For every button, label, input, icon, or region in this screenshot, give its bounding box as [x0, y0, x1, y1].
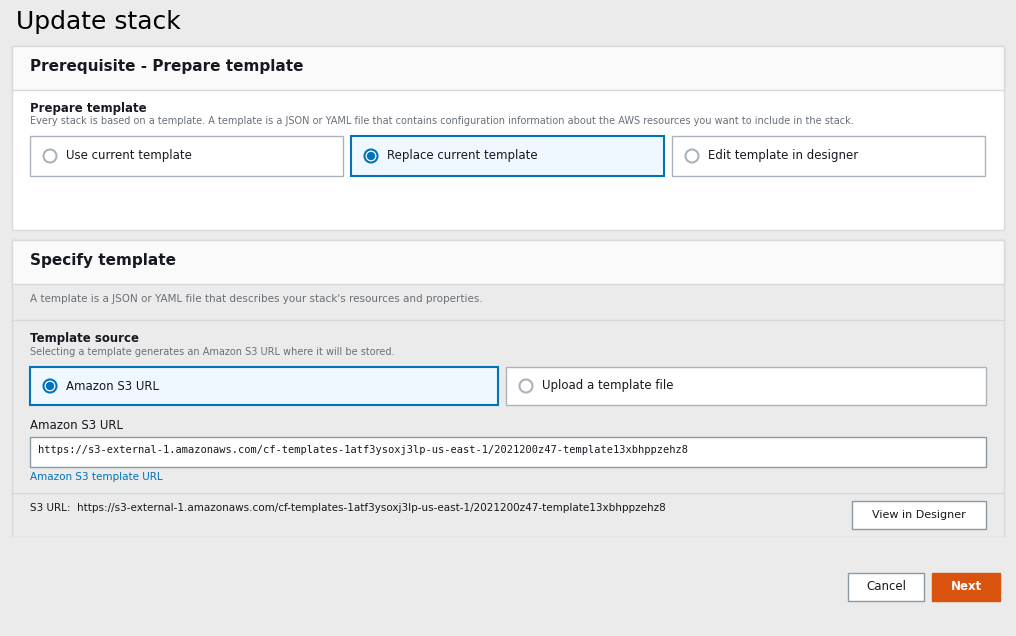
- Bar: [30, 136, 343, 176]
- Text: Prepare template: Prepare template: [30, 102, 146, 115]
- Text: Use current template: Use current template: [66, 149, 192, 163]
- Bar: [672, 136, 985, 176]
- Text: Update stack: Update stack: [16, 10, 181, 34]
- Circle shape: [44, 149, 57, 163]
- Bar: [12, 46, 1004, 90]
- Bar: [932, 572, 1000, 600]
- Circle shape: [519, 380, 532, 392]
- Text: Template source: Template source: [30, 332, 139, 345]
- Text: Every stack is based on a template. A template is a JSON or YAML file that conta: Every stack is based on a template. A te…: [30, 116, 853, 126]
- Bar: [0, 537, 1016, 636]
- Text: Upload a template file: Upload a template file: [542, 380, 674, 392]
- Bar: [30, 367, 498, 405]
- Bar: [12, 240, 1004, 284]
- Circle shape: [365, 149, 378, 163]
- Bar: [12, 46, 1004, 230]
- Text: View in Designer: View in Designer: [872, 510, 966, 520]
- Circle shape: [368, 153, 375, 160]
- Bar: [12, 240, 1004, 537]
- Text: Prerequisite - Prepare template: Prerequisite - Prepare template: [30, 59, 304, 74]
- Text: Amazon S3 URL: Amazon S3 URL: [66, 380, 158, 392]
- Text: Cancel: Cancel: [866, 580, 906, 593]
- Circle shape: [44, 380, 57, 392]
- Text: Amazon S3 URL: Amazon S3 URL: [30, 419, 123, 432]
- Circle shape: [686, 149, 699, 163]
- Bar: [852, 501, 986, 529]
- Bar: [30, 437, 986, 467]
- Text: S3 URL:  https://s3-external-1.amazonaws.com/cf-templates-1atf3ysoxj3lp-us-east-: S3 URL: https://s3-external-1.amazonaws.…: [30, 503, 665, 513]
- Bar: [506, 367, 986, 405]
- Text: Amazon S3 template URL: Amazon S3 template URL: [30, 472, 163, 482]
- Text: A template is a JSON or YAML file that describes your stack's resources and prop: A template is a JSON or YAML file that d…: [30, 294, 483, 304]
- Bar: [351, 136, 664, 176]
- Circle shape: [47, 382, 54, 389]
- Text: Specify template: Specify template: [30, 253, 176, 268]
- Text: https://s3-external-1.amazonaws.com/cf-templates-1atf3ysoxj3lp-us-east-1/2021200: https://s3-external-1.amazonaws.com/cf-t…: [38, 445, 688, 455]
- Text: Selecting a template generates an Amazon S3 URL where it will be stored.: Selecting a template generates an Amazon…: [30, 347, 394, 357]
- Bar: [848, 572, 924, 600]
- Text: Next: Next: [950, 580, 981, 593]
- Text: Replace current template: Replace current template: [387, 149, 537, 163]
- Text: Edit template in designer: Edit template in designer: [708, 149, 859, 163]
